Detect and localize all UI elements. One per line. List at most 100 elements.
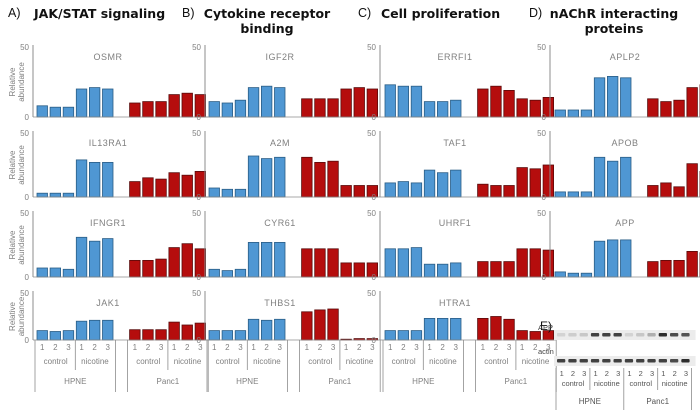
y-tick-label: 0: [25, 193, 30, 202]
bar-hpne: [89, 240, 101, 278]
bar-panel-a2m: 50 0 A2M: [192, 129, 381, 202]
condition-label: nicotine: [522, 357, 550, 366]
y-tick-label: 0: [542, 273, 547, 282]
replicate-label: 1: [388, 343, 393, 352]
y-tick-label: 0: [372, 113, 377, 122]
bar-hpne: [260, 85, 273, 118]
bar-hpne: [234, 330, 247, 341]
bar-hpne: [410, 85, 423, 118]
bar-hpne: [36, 105, 48, 118]
bar-hpne: [397, 330, 410, 341]
panel-letter: D): [529, 6, 543, 20]
condition-label: control: [392, 357, 416, 366]
bar-hpne: [397, 85, 410, 118]
replicate-label: 3: [650, 369, 654, 378]
bar-panc1: [490, 316, 502, 341]
condition-label: control: [308, 357, 332, 366]
blot-band: [579, 333, 588, 337]
replicate-label: 3: [414, 343, 419, 352]
panel-title: IGF2R: [265, 52, 294, 62]
bar-hpne: [397, 181, 410, 198]
bar-hpne: [234, 99, 247, 118]
bar-hpne: [208, 187, 220, 198]
replicate-label: 1: [133, 343, 138, 352]
column-title: nAChR interacting proteins: [549, 6, 679, 36]
bar-panc1: [340, 262, 352, 278]
replicate-label: 1: [79, 343, 84, 352]
y-tick-label: 50: [367, 43, 376, 52]
y-axis-label-line: Relative: [8, 67, 17, 96]
condition-label: nicotine: [429, 357, 457, 366]
cell-line-label: HPNE: [412, 377, 434, 386]
panel-title: UHRF1: [439, 218, 472, 228]
y-tick-label: 50: [367, 289, 376, 298]
bar-panc1: [647, 98, 659, 118]
y-axis-label: Relativeabundance: [8, 145, 26, 185]
bar-hpne: [620, 77, 632, 118]
bar-hpne: [260, 241, 273, 278]
y-tick-label: 50: [537, 209, 546, 218]
blot-band: [613, 333, 622, 337]
replicate-label: 1: [520, 343, 525, 352]
bar-hpne: [607, 160, 619, 198]
replicate-label: 3: [582, 369, 586, 378]
bar-hpne: [450, 99, 462, 118]
bar-panc1: [129, 259, 141, 278]
bar-hpne: [580, 109, 593, 118]
replicate-label: 1: [661, 369, 665, 378]
y-tick-label: 0: [542, 113, 547, 122]
bar-panc1: [490, 261, 502, 278]
bar-hpne: [221, 270, 234, 278]
bar-hpne: [49, 267, 61, 278]
panel-title: ERRFI1: [437, 52, 472, 62]
blot-band: [613, 359, 622, 363]
bar-panc1: [529, 168, 541, 198]
bar-hpne: [102, 88, 114, 118]
bar-panc1: [477, 88, 489, 118]
blot-band: [658, 333, 667, 337]
replicate-label: 1: [593, 369, 597, 378]
bar-hpne: [49, 106, 61, 118]
bar-panc1: [529, 99, 541, 118]
bar-hpne: [384, 248, 396, 278]
bar-hpne: [436, 172, 449, 198]
bar-hpne: [436, 263, 449, 278]
cell-line-label: Panc1: [157, 377, 180, 386]
bar-hpne: [554, 191, 566, 198]
bar-hpne: [62, 106, 75, 118]
bar-hpne: [36, 330, 48, 341]
bar-hpne: [384, 84, 396, 118]
y-tick-label: 50: [537, 129, 546, 138]
cell-line-label: Panc1: [505, 377, 528, 386]
replicate-label: 1: [481, 343, 486, 352]
blot-row-label: APP: [538, 323, 553, 332]
bar-panc1: [516, 248, 528, 278]
bar-panc1: [529, 331, 541, 341]
replicate-label: 3: [507, 343, 512, 352]
bar-panc1: [660, 101, 672, 118]
bar-hpne: [221, 330, 234, 341]
bar-panc1: [353, 87, 365, 118]
panel-title: A2M: [270, 138, 290, 148]
replicate-label: 2: [401, 343, 406, 352]
bar-hpne: [274, 318, 286, 341]
bar-panc1: [327, 248, 339, 278]
bar-hpne: [436, 317, 449, 341]
bar-hpne: [234, 268, 247, 278]
bar-hpne: [423, 101, 436, 118]
bar-panc1: [314, 161, 326, 198]
bar-panc1: [142, 259, 154, 278]
bar-hpne: [36, 267, 48, 278]
bar-panc1: [314, 309, 326, 341]
panel-title: APOB: [611, 138, 638, 148]
y-tick-label: 0: [197, 193, 202, 202]
bar-panc1: [529, 248, 541, 278]
bar-hpne: [102, 238, 114, 278]
bar-hpne: [49, 192, 61, 198]
bar-panel-app: 50 0 APP: [537, 209, 700, 282]
y-tick-label: 0: [25, 113, 30, 122]
blot-band: [681, 359, 690, 363]
